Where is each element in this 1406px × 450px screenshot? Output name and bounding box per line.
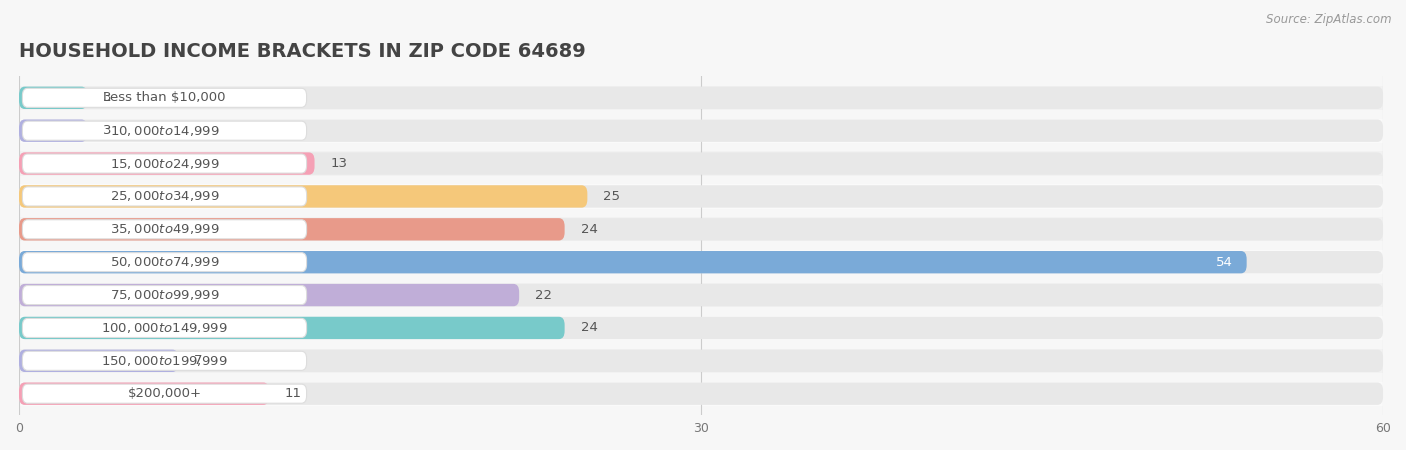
Text: $50,000 to $74,999: $50,000 to $74,999 [110, 255, 219, 269]
FancyBboxPatch shape [20, 218, 565, 240]
Text: 3: 3 [103, 91, 111, 104]
Text: Source: ZipAtlas.com: Source: ZipAtlas.com [1267, 14, 1392, 27]
FancyBboxPatch shape [22, 286, 307, 305]
FancyBboxPatch shape [20, 317, 1384, 339]
Text: $35,000 to $49,999: $35,000 to $49,999 [110, 222, 219, 236]
Text: 24: 24 [581, 321, 598, 334]
FancyBboxPatch shape [20, 185, 1384, 207]
FancyBboxPatch shape [22, 154, 307, 173]
FancyBboxPatch shape [20, 317, 565, 339]
Text: $150,000 to $199,999: $150,000 to $199,999 [101, 354, 228, 368]
FancyBboxPatch shape [20, 251, 1247, 273]
Text: HOUSEHOLD INCOME BRACKETS IN ZIP CODE 64689: HOUSEHOLD INCOME BRACKETS IN ZIP CODE 64… [20, 42, 586, 61]
FancyBboxPatch shape [20, 250, 1384, 274]
FancyBboxPatch shape [20, 251, 1384, 273]
FancyBboxPatch shape [20, 153, 1384, 175]
FancyBboxPatch shape [20, 283, 1384, 307]
FancyBboxPatch shape [22, 319, 307, 338]
FancyBboxPatch shape [20, 118, 1384, 143]
Text: 22: 22 [536, 288, 553, 302]
Text: 13: 13 [330, 157, 347, 170]
FancyBboxPatch shape [22, 252, 307, 272]
Text: $25,000 to $34,999: $25,000 to $34,999 [110, 189, 219, 203]
FancyBboxPatch shape [22, 384, 307, 403]
FancyBboxPatch shape [20, 151, 1384, 176]
Text: Less than $10,000: Less than $10,000 [103, 91, 226, 104]
FancyBboxPatch shape [20, 349, 1384, 373]
FancyBboxPatch shape [22, 351, 307, 370]
FancyBboxPatch shape [20, 153, 315, 175]
FancyBboxPatch shape [20, 184, 1384, 209]
FancyBboxPatch shape [20, 120, 1384, 142]
Text: $75,000 to $99,999: $75,000 to $99,999 [110, 288, 219, 302]
FancyBboxPatch shape [20, 316, 1384, 340]
FancyBboxPatch shape [20, 284, 519, 306]
FancyBboxPatch shape [20, 218, 1384, 240]
Text: 25: 25 [603, 190, 620, 203]
FancyBboxPatch shape [20, 382, 1384, 405]
FancyBboxPatch shape [20, 120, 87, 142]
Text: $15,000 to $24,999: $15,000 to $24,999 [110, 157, 219, 171]
Text: 24: 24 [581, 223, 598, 236]
FancyBboxPatch shape [22, 88, 307, 108]
Text: 11: 11 [285, 387, 302, 400]
FancyBboxPatch shape [20, 86, 1384, 110]
FancyBboxPatch shape [20, 185, 588, 207]
FancyBboxPatch shape [22, 220, 307, 239]
Text: $100,000 to $149,999: $100,000 to $149,999 [101, 321, 228, 335]
Text: 3: 3 [103, 124, 111, 137]
FancyBboxPatch shape [20, 284, 1384, 306]
FancyBboxPatch shape [20, 350, 1384, 372]
Text: 54: 54 [1216, 256, 1233, 269]
FancyBboxPatch shape [20, 382, 269, 405]
FancyBboxPatch shape [20, 382, 1384, 406]
FancyBboxPatch shape [20, 217, 1384, 242]
Text: $10,000 to $14,999: $10,000 to $14,999 [110, 124, 219, 138]
FancyBboxPatch shape [20, 87, 87, 109]
FancyBboxPatch shape [20, 87, 1384, 109]
FancyBboxPatch shape [22, 187, 307, 206]
Text: $200,000+: $200,000+ [128, 387, 201, 400]
FancyBboxPatch shape [20, 350, 179, 372]
FancyBboxPatch shape [22, 121, 307, 140]
Text: 7: 7 [194, 354, 202, 367]
